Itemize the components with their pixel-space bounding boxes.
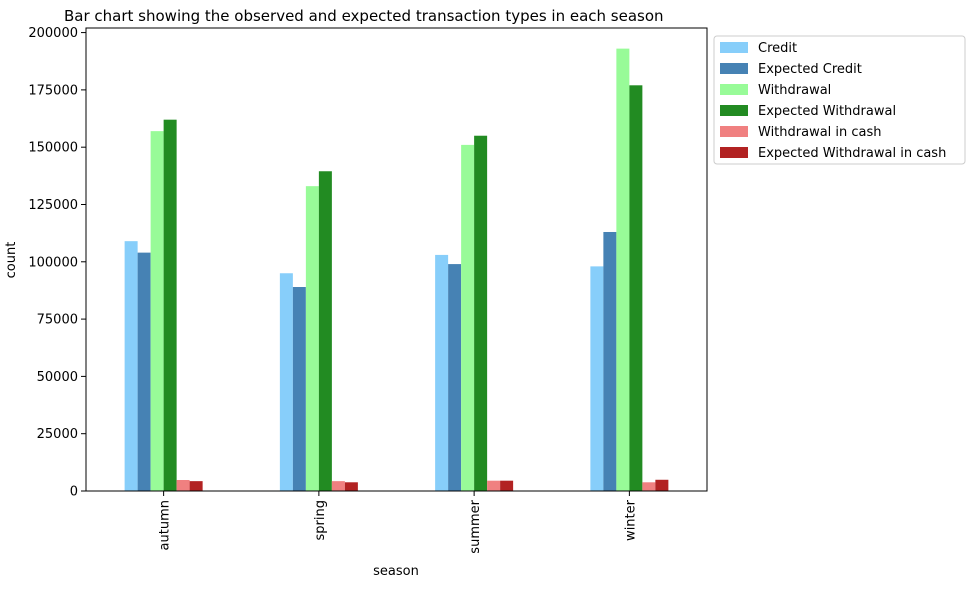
bar-summer-0 [435, 254, 449, 491]
legend-label: Withdrawal in cash [758, 125, 882, 140]
x-tick-label: autumn [158, 500, 173, 550]
plot-frame [85, 27, 708, 492]
y-tick-label: 25000 [37, 427, 78, 442]
bar-winter-4 [642, 482, 656, 491]
bar-summer-2 [461, 144, 475, 491]
bar-autumn-1 [137, 252, 151, 491]
bar-winter-5 [655, 479, 669, 491]
bar-winter-3 [629, 85, 643, 492]
y-tick-label: 50000 [37, 370, 78, 385]
y-tick-label: 150000 [28, 141, 78, 156]
legend-label: Expected Credit [758, 62, 862, 77]
legend-label: Expected Withdrawal in cash [758, 146, 946, 161]
bar-winter-2 [616, 48, 630, 491]
bar-spring-1 [292, 287, 306, 491]
bars-layer [124, 48, 669, 492]
y-tick-label: 200000 [28, 26, 78, 41]
x-axis-label: season [373, 564, 419, 579]
x-tick-label: summer [468, 499, 483, 553]
bar-winter-0 [590, 266, 604, 491]
y-tick-label: 175000 [28, 83, 78, 98]
bar-spring-0 [279, 273, 293, 491]
bar-autumn-2 [150, 131, 164, 492]
bar-autumn-4 [176, 479, 190, 491]
bar-autumn-5 [189, 481, 203, 491]
y-axis: 0 25000 50000 75000 100000 125000 150000 175000… [28, 26, 86, 500]
bar-summer-4 [487, 480, 501, 491]
bar-spring-4 [331, 481, 345, 491]
y-tick-label: 75000 [37, 313, 78, 328]
bar-autumn-0 [124, 241, 138, 491]
legend-swatch [720, 147, 748, 158]
legend-swatch [720, 84, 748, 95]
x-axis: autumn spring summer winter [158, 491, 638, 554]
y-tick-label: 0 [70, 485, 78, 500]
bar-spring-3 [318, 171, 332, 491]
x-tick-label: spring [313, 500, 328, 540]
legend-label: Credit [758, 41, 797, 56]
bar-summer-1 [448, 264, 462, 491]
bar-summer-3 [474, 135, 488, 491]
chart-title: Bar chart showing the observed and expec… [64, 7, 664, 25]
legend-frame [713, 35, 966, 165]
legend-swatch [720, 126, 748, 137]
bar-winter-1 [603, 231, 617, 491]
y-axis-label: count [4, 242, 19, 279]
bar-summer-5 [500, 480, 514, 491]
legend-label: Expected Withdrawal [758, 104, 896, 119]
bar-spring-5 [344, 482, 358, 491]
y-tick-label: 125000 [28, 198, 78, 213]
legend-label: Withdrawal [758, 83, 831, 98]
legend-swatch [720, 105, 748, 116]
bar-autumn-3 [163, 119, 177, 491]
legend: Credit Expected Credit Withdrawal Expected … [713, 35, 966, 165]
legend-swatch [720, 42, 748, 53]
y-tick-label: 100000 [28, 255, 78, 270]
x-tick-label: winter [623, 499, 638, 541]
legend-swatch [720, 63, 748, 74]
bar-spring-2 [305, 186, 319, 491]
